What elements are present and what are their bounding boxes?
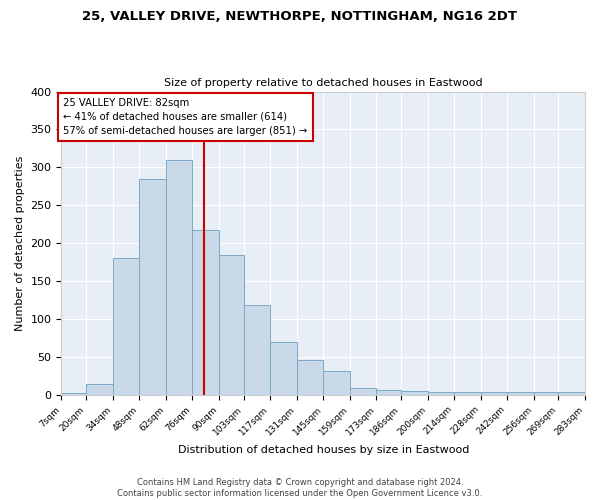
Bar <box>350 388 376 395</box>
Text: 25, VALLEY DRIVE, NEWTHORPE, NOTTINGHAM, NG16 2DT: 25, VALLEY DRIVE, NEWTHORPE, NOTTINGHAM,… <box>83 10 517 23</box>
Bar <box>296 360 323 395</box>
Bar <box>507 392 534 395</box>
Bar <box>193 230 219 395</box>
Bar <box>428 392 454 395</box>
Title: Size of property relative to detached houses in Eastwood: Size of property relative to detached ho… <box>164 78 482 88</box>
Bar <box>323 372 350 395</box>
X-axis label: Distribution of detached houses by size in Eastwood: Distribution of detached houses by size … <box>178 445 469 455</box>
Bar <box>166 160 193 395</box>
Bar <box>139 179 166 395</box>
Text: Contains HM Land Registry data © Crown copyright and database right 2024.
Contai: Contains HM Land Registry data © Crown c… <box>118 478 482 498</box>
Bar <box>219 254 244 395</box>
Bar <box>559 392 585 395</box>
Bar <box>270 342 296 395</box>
Bar <box>401 391 428 395</box>
Bar <box>481 392 507 395</box>
Bar <box>534 392 559 395</box>
Bar <box>454 392 481 395</box>
Bar <box>244 306 270 395</box>
Text: 25 VALLEY DRIVE: 82sqm
← 41% of detached houses are smaller (614)
57% of semi-de: 25 VALLEY DRIVE: 82sqm ← 41% of detached… <box>63 98 308 136</box>
Y-axis label: Number of detached properties: Number of detached properties <box>15 156 25 331</box>
Bar <box>113 258 139 395</box>
Bar <box>376 390 401 395</box>
Bar <box>86 384 113 395</box>
Bar <box>61 392 86 395</box>
